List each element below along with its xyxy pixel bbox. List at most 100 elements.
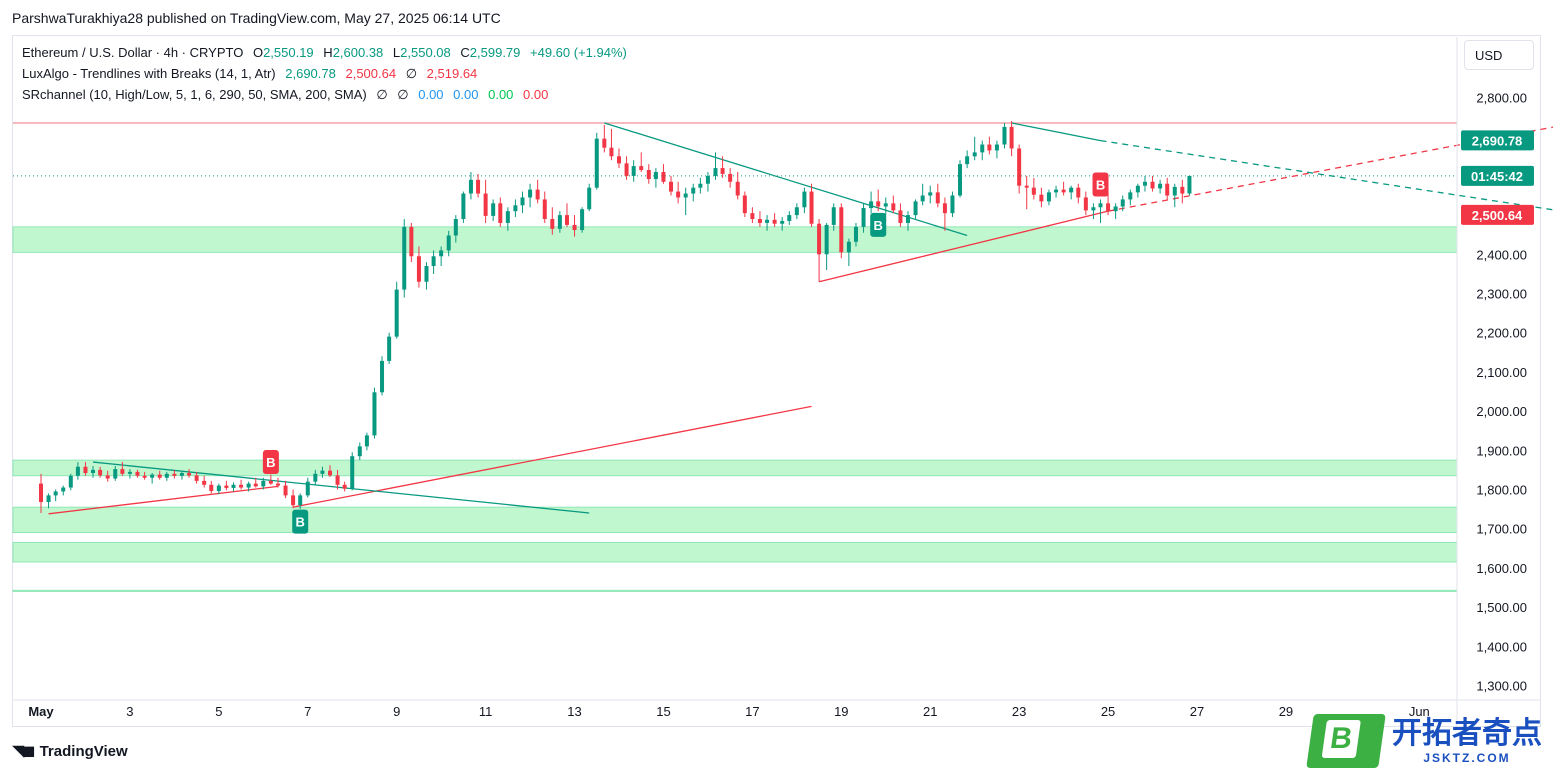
candle [631, 160, 636, 182]
candle-body [372, 392, 377, 436]
candle-body [298, 495, 303, 506]
candle [291, 489, 296, 509]
candle [253, 477, 258, 488]
candle [831, 203, 836, 231]
candle [68, 473, 73, 491]
candle-body [883, 203, 888, 207]
candle [817, 219, 822, 282]
candle-body [1150, 181, 1155, 189]
candle [461, 191, 466, 223]
candle [142, 471, 147, 480]
y-tick-label: 1,700.00 [1476, 522, 1527, 537]
y-tick-label: 2,000.00 [1476, 404, 1527, 419]
candle [1083, 191, 1088, 216]
x-tick-label: May [28, 704, 54, 719]
candle-body [1046, 192, 1051, 202]
candle-body [194, 475, 199, 481]
candle-body [1158, 183, 1163, 189]
candle [1009, 121, 1014, 157]
candle-body [157, 474, 162, 478]
candle-body [958, 164, 963, 196]
legend-symbol-row[interactable]: Ethereum / U.S. Dollar · 4h · CRYPTO O2,… [22, 45, 633, 60]
candle-body [1009, 126, 1014, 149]
candle-body [275, 483, 280, 486]
candle [1098, 199, 1103, 223]
price-axis-label: 2,500.64 [1461, 204, 1534, 225]
candle-body [98, 469, 103, 476]
legend-high: H2,600.38 [323, 45, 384, 60]
sr-zone [12, 459, 1458, 477]
candle [765, 215, 770, 231]
candle [483, 179, 488, 223]
legend-indicator-1[interactable]: LuxAlgo - Trendlines with Breaks (14, 1,… [22, 66, 483, 82]
candle-body [105, 475, 110, 479]
indicator-2-name[interactable]: SRchannel (10, High/Low, 5, 1, 6, 290, 5… [22, 87, 367, 102]
candle [372, 387, 377, 439]
candle-body [646, 170, 651, 180]
candle [994, 140, 999, 159]
watermark-name: 开拓者奇点 [1392, 717, 1542, 750]
legend-indicator-2[interactable]: SRchannel (10, High/Low, 5, 1, 6, 290, 5… [22, 87, 554, 103]
indicator-2-empty-symbol-2: ∅ [397, 87, 409, 102]
candle [661, 164, 666, 184]
candle [869, 191, 874, 214]
break-signal-box [870, 212, 887, 237]
candle [942, 197, 947, 231]
candle-body [1083, 197, 1088, 211]
trendline-extension [1107, 126, 1553, 212]
y-tick-label: 1,900.00 [1476, 443, 1527, 458]
x-tick-label: 13 [567, 704, 581, 719]
candle [1120, 195, 1125, 212]
candle [876, 189, 881, 212]
indicator-1-name[interactable]: LuxAlgo - Trendlines with Breaks (14, 1,… [22, 66, 276, 81]
candle-body [75, 466, 80, 476]
candle-body [187, 473, 192, 476]
legend-open: O2,550.19 [252, 45, 314, 60]
candle [1180, 179, 1185, 204]
candle [891, 195, 896, 214]
candle-body [535, 189, 540, 200]
candle [713, 152, 718, 180]
tradingview-logo[interactable]: ◥◼ TradingView [12, 741, 128, 761]
price-levels [13, 122, 1457, 177]
candle [698, 177, 703, 194]
candle-body [476, 179, 481, 194]
y-tick-label: 1,800.00 [1476, 483, 1527, 498]
candle-body [891, 203, 896, 211]
candle-body [305, 481, 310, 496]
x-tick-label: Jun [1409, 704, 1430, 719]
candle-body [424, 266, 429, 282]
y-tick-label: 2,300.00 [1476, 287, 1527, 302]
candle-body [468, 179, 473, 194]
candle-body [61, 487, 66, 492]
trendline [604, 122, 968, 237]
candle [987, 136, 992, 155]
candle [402, 219, 407, 298]
price-axis-label-text: 01:45:42 [1471, 169, 1523, 184]
candle-body [127, 471, 132, 474]
watermark-logo-icon: B [1306, 714, 1386, 768]
x-tick-label: 25 [1101, 704, 1115, 719]
candle-body [683, 193, 688, 198]
legend-symbol[interactable]: Ethereum / U.S. Dollar · 4h · CRYPTO [22, 45, 244, 60]
candle [498, 197, 503, 227]
tradingview-brand-text: TradingView [39, 742, 128, 760]
x-tick-label: 17 [745, 704, 759, 719]
candle-body [809, 191, 814, 224]
candle [802, 187, 807, 214]
candle-body [1098, 203, 1103, 208]
x-tick-label: 11 [479, 704, 493, 719]
candle-body [742, 195, 747, 214]
candle [750, 207, 755, 223]
candle-body [564, 215, 569, 225]
candle [380, 356, 385, 396]
candle [453, 215, 458, 243]
candle [342, 481, 347, 492]
candle [861, 203, 866, 233]
candle-body [1135, 185, 1140, 193]
candle-body [824, 224, 829, 255]
y-tick-label: 2,200.00 [1476, 326, 1527, 341]
currency-button[interactable]: USD [1464, 40, 1534, 70]
candle [1150, 175, 1155, 192]
